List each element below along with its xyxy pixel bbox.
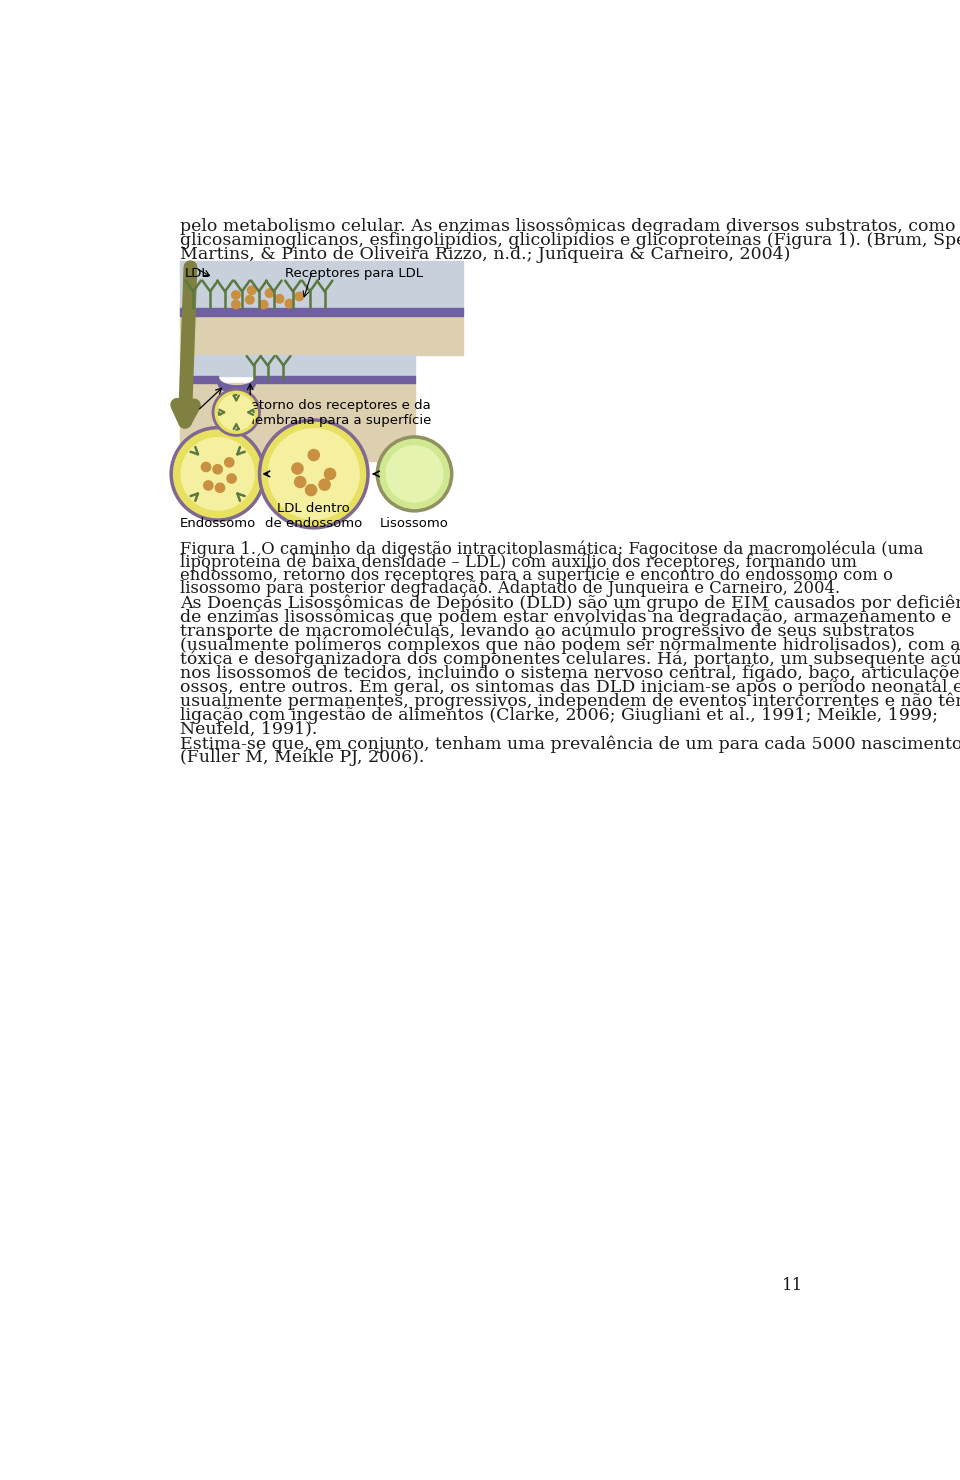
Text: Endossomo: Endossomo [180, 517, 255, 530]
Circle shape [295, 477, 306, 487]
Circle shape [276, 295, 284, 303]
Text: LDL dentro
de endossomo: LDL dentro de endossomo [265, 502, 362, 530]
Circle shape [305, 484, 317, 496]
Text: (Fuller M, Meikle PJ, 2006).: (Fuller M, Meikle PJ, 2006). [180, 749, 425, 767]
Text: Figura 1. O caminho da digestão intracitoplasmática: Fagocitose da macromolécula: Figura 1. O caminho da digestão intracit… [180, 540, 924, 558]
Text: glicosaminoglicanos, esfingolipídios, glicolipídios e glicoproteínas (Figura 1).: glicosaminoglicanos, esfingolipídios, gl… [180, 231, 960, 249]
Circle shape [218, 394, 254, 431]
Circle shape [324, 468, 336, 480]
Circle shape [295, 292, 303, 300]
Text: lisossomo para posterior degradação. Adaptado de Junqueira e Carneiro, 2004.: lisossomo para posterior degradação. Ada… [180, 580, 841, 596]
Circle shape [213, 465, 223, 474]
Circle shape [180, 437, 254, 511]
Circle shape [265, 289, 274, 297]
Text: transporte de macromoléculas, levando ao acúmulo progressivo de seus substratos: transporte de macromoléculas, levando ao… [180, 623, 915, 641]
Text: lipoproteína de baixa densidade – LDL) com auxílio dos receptores, formando um: lipoproteína de baixa densidade – LDL) c… [180, 554, 857, 571]
Circle shape [231, 290, 240, 299]
Circle shape [259, 420, 368, 528]
Text: Martins, & Pinto de Oliveira Rizzo, n.d.; Junqueira & Carneiro, 2004): Martins, & Pinto de Oliveira Rizzo, n.d.… [180, 246, 791, 262]
Circle shape [213, 389, 259, 435]
Circle shape [248, 286, 256, 295]
Circle shape [259, 300, 268, 309]
Text: Receptores para LDL: Receptores para LDL [285, 266, 423, 280]
Text: LDL: LDL [184, 266, 209, 280]
Text: usualmente permanentes, progressivos, independem de eventos intercorrentes e não: usualmente permanentes, progressivos, in… [180, 693, 960, 710]
Circle shape [231, 300, 240, 309]
Text: Neufeld, 1991).: Neufeld, 1991). [180, 721, 318, 737]
Circle shape [268, 428, 360, 519]
Circle shape [204, 481, 213, 490]
Circle shape [225, 457, 234, 468]
Circle shape [377, 437, 452, 511]
Text: Estima-se que, em conjunto, tenham uma prevalência de um para cada 5000 nascimen: Estima-se que, em conjunto, tenham uma p… [180, 736, 960, 753]
Circle shape [246, 296, 254, 303]
Text: de enzimas lisossômicas que podem estar envolvidas na degradação, armazenamento : de enzimas lisossômicas que podem estar … [180, 608, 951, 626]
Text: pelo metabolismo celular. As enzimas lisossômicas degradam diversos substratos, : pelo metabolismo celular. As enzimas lis… [180, 218, 960, 235]
Text: endossomo, retorno dos receptores para a superfície e encontro do endossomo com : endossomo, retorno dos receptores para a… [180, 567, 894, 585]
Circle shape [285, 299, 294, 308]
Text: nos lisossomos de tecidos, incluindo o sistema nervoso central, fígado, baço, ar: nos lisossomos de tecidos, incluindo o s… [180, 665, 960, 682]
Circle shape [292, 463, 303, 474]
Text: (usualmente polímeros complexos que não podem ser normalmente hidrolisados), com: (usualmente polímeros complexos que não … [180, 636, 960, 654]
Circle shape [227, 474, 236, 482]
Circle shape [171, 428, 264, 519]
Text: ligação com ingestão de alimentos (Clarke, 2006; Giugliani et al., 1991; Meikle,: ligação com ingestão de alimentos (Clark… [180, 706, 939, 724]
Circle shape [215, 482, 225, 493]
Text: As Doenças Lisossômicas de Depósito (DLD) são um grupo de EIM causados por defic: As Doenças Lisossômicas de Depósito (DLD… [180, 595, 960, 613]
Text: Lisossomo: Lisossomo [380, 517, 449, 530]
Circle shape [319, 480, 330, 490]
Text: Retorno dos receptores e da
membrana para a superfície: Retorno dos receptores e da membrana par… [243, 400, 432, 428]
Circle shape [386, 445, 444, 503]
Text: tóxica e desorganizadora dos componentes celulares. Há, portanto, um subsequente: tóxica e desorganizadora dos componentes… [180, 651, 960, 669]
Text: ossos, entre outros. Em geral, os sintomas das DLD iniciam-se após o período neo: ossos, entre outros. Em geral, os sintom… [180, 679, 960, 696]
Circle shape [202, 462, 210, 472]
Text: 11: 11 [782, 1277, 804, 1294]
Circle shape [308, 450, 320, 460]
